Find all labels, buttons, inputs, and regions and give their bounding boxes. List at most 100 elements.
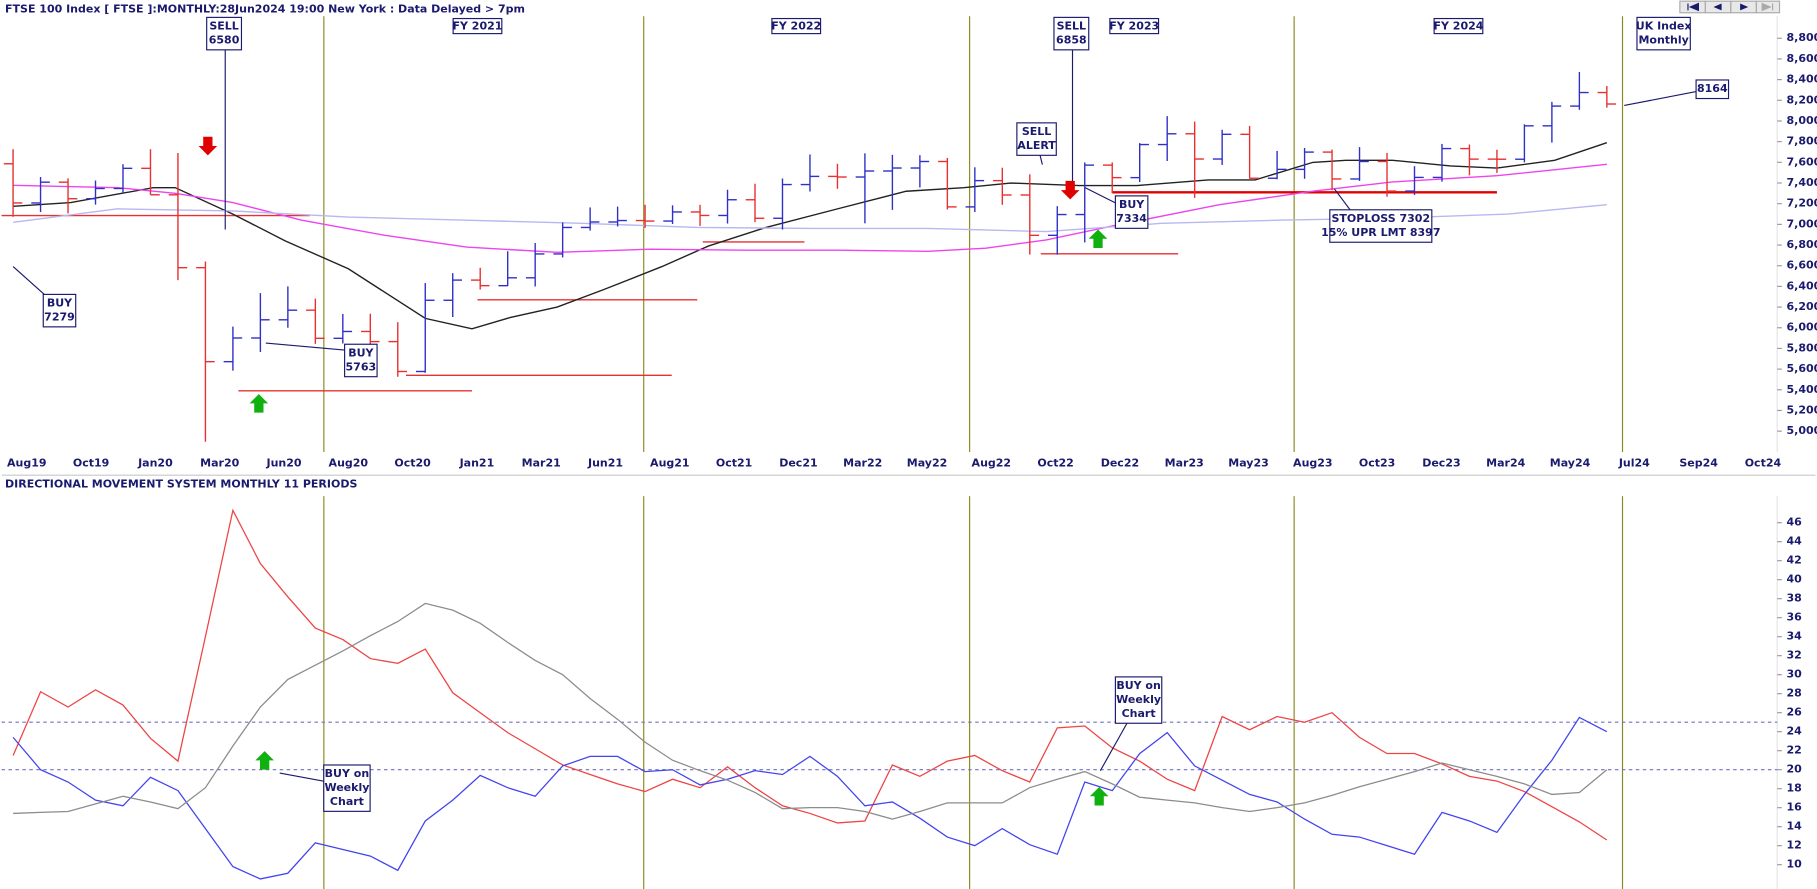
annotation-text: SELL — [209, 20, 238, 33]
annotation-box — [323, 764, 371, 812]
y-tick-label: 7,600 — [1786, 155, 1817, 168]
x-tick-label: May24 — [1550, 457, 1591, 470]
x-tick-label: Dec22 — [1101, 457, 1139, 470]
annotation-text: Monthly — [1638, 34, 1688, 47]
x-tick-label: May23 — [1228, 457, 1269, 470]
ohlc-bar — [31, 177, 50, 213]
y-tick-label: 30 — [1786, 668, 1802, 681]
period-label: FY 2024 — [1433, 20, 1483, 33]
x-tick-label: Mar23 — [1165, 457, 1204, 470]
y-tick-label: 7,800 — [1786, 135, 1817, 148]
ohlc-bar — [361, 313, 380, 349]
annotation-box — [206, 16, 243, 51]
y-tick-label: 28 — [1786, 687, 1801, 700]
annotation-box — [1114, 195, 1149, 229]
y-tick-label: 22 — [1786, 744, 1801, 757]
x-tick-label: Oct21 — [716, 457, 752, 470]
y-tick-label: 32 — [1786, 649, 1801, 662]
sell-arrow — [198, 136, 218, 156]
x-tick-label: Oct24 — [1745, 457, 1782, 470]
x-tick-label: Jul24 — [1618, 457, 1650, 470]
annotation-text: BUY on — [325, 767, 370, 780]
y-tick-label: 16 — [1786, 801, 1802, 814]
annotation: 8164 — [1624, 79, 1730, 107]
ohlc-bar — [3, 149, 23, 217]
y-tick-label: 5,200 — [1786, 403, 1817, 416]
ohlc-bar — [1570, 71, 1589, 110]
annotation-text: ALERT — [1017, 139, 1056, 152]
ohlc-bar — [800, 154, 820, 192]
annotation-text: 6580 — [209, 34, 240, 47]
buy-arrow — [255, 751, 274, 770]
y-tick-label: 8,400 — [1786, 73, 1817, 86]
y-tick-label: 7,000 — [1786, 217, 1817, 230]
chart-title: FTSE 100 Index [ FTSE ]:MONTHLY:28Jun202… — [5, 2, 525, 15]
ohlc-bar — [1075, 162, 1095, 243]
y-tick-label: 12 — [1786, 839, 1801, 852]
indicator-line — [12, 716, 1608, 880]
x-tick-label: Mar21 — [522, 457, 561, 470]
annotation-connector — [1624, 90, 1697, 107]
annotation-text: BUY — [1119, 198, 1145, 211]
ohlc-bar — [278, 286, 298, 328]
annotation-box — [1636, 16, 1691, 51]
ohlc-bar — [1597, 86, 1617, 108]
y-tick-label: 46 — [1786, 516, 1802, 529]
annotation-connector — [1039, 155, 1043, 165]
y-tick-label: 5,600 — [1786, 362, 1817, 375]
ohlc-bar — [1102, 162, 1122, 194]
annotation-box — [42, 293, 77, 328]
annotation-box — [344, 343, 378, 378]
y-tick-label: 7,200 — [1786, 197, 1817, 210]
y-tick-label: 40 — [1786, 573, 1802, 586]
period-label-box — [771, 17, 822, 35]
y-tick-label: 8,600 — [1786, 52, 1817, 65]
y-tick-label: 10 — [1786, 858, 1802, 871]
indicator-title: DIRECTIONAL MOVEMENT SYSTEM MONTHLY 11 P… — [5, 477, 357, 490]
ohlc-bar — [168, 153, 188, 281]
y-tick-label: 36 — [1786, 611, 1802, 624]
y-tick-label: 18 — [1786, 782, 1801, 795]
y-tick-label: 8,800 — [1786, 31, 1817, 44]
ohlc-bar — [1460, 144, 1479, 176]
annotation-text: STOPLOSS 7302 — [1332, 212, 1431, 225]
ohlc-bar — [525, 242, 545, 287]
ohlc-bar — [773, 178, 792, 230]
ohlc-bar — [1295, 147, 1314, 179]
moving-average — [13, 163, 1607, 254]
y-tick-label: 5,800 — [1786, 341, 1817, 354]
ohlc-bar — [251, 293, 270, 352]
x-tick-label: Mar24 — [1486, 457, 1525, 470]
annotation-text: SELL — [1022, 125, 1051, 138]
y-tick-label: 6,800 — [1786, 238, 1817, 251]
y-tick-label: 42 — [1786, 554, 1801, 567]
ohlc-bar — [388, 322, 408, 377]
x-tick-label: May22 — [907, 457, 948, 470]
y-tick-label: 38 — [1786, 592, 1801, 605]
ohlc-bar — [141, 149, 160, 196]
annotation-text: BUY — [348, 347, 374, 360]
y-tick-label: 24 — [1786, 725, 1802, 738]
period-label-box — [452, 17, 503, 35]
y-tick-label: 8,000 — [1786, 114, 1817, 127]
annotation-text: Chart — [1122, 707, 1156, 720]
x-tick-label: Mar20 — [200, 457, 239, 470]
annotation-connector — [279, 772, 324, 782]
x-tick-label: Aug22 — [972, 457, 1012, 470]
ohlc-bar — [1130, 143, 1149, 183]
ohlc-bar — [883, 154, 902, 210]
annotation-connector — [1084, 187, 1116, 204]
ohlc-bar — [1487, 149, 1507, 173]
ohlc-bar — [1212, 129, 1232, 165]
ohlc-bar — [196, 261, 215, 442]
period-label: FY 2022 — [771, 20, 821, 33]
next-icon — [1740, 3, 1749, 11]
navigation-buttons — [1679, 0, 1781, 14]
annotation-text: Weekly — [1116, 693, 1161, 706]
annotation-box — [1114, 676, 1163, 724]
